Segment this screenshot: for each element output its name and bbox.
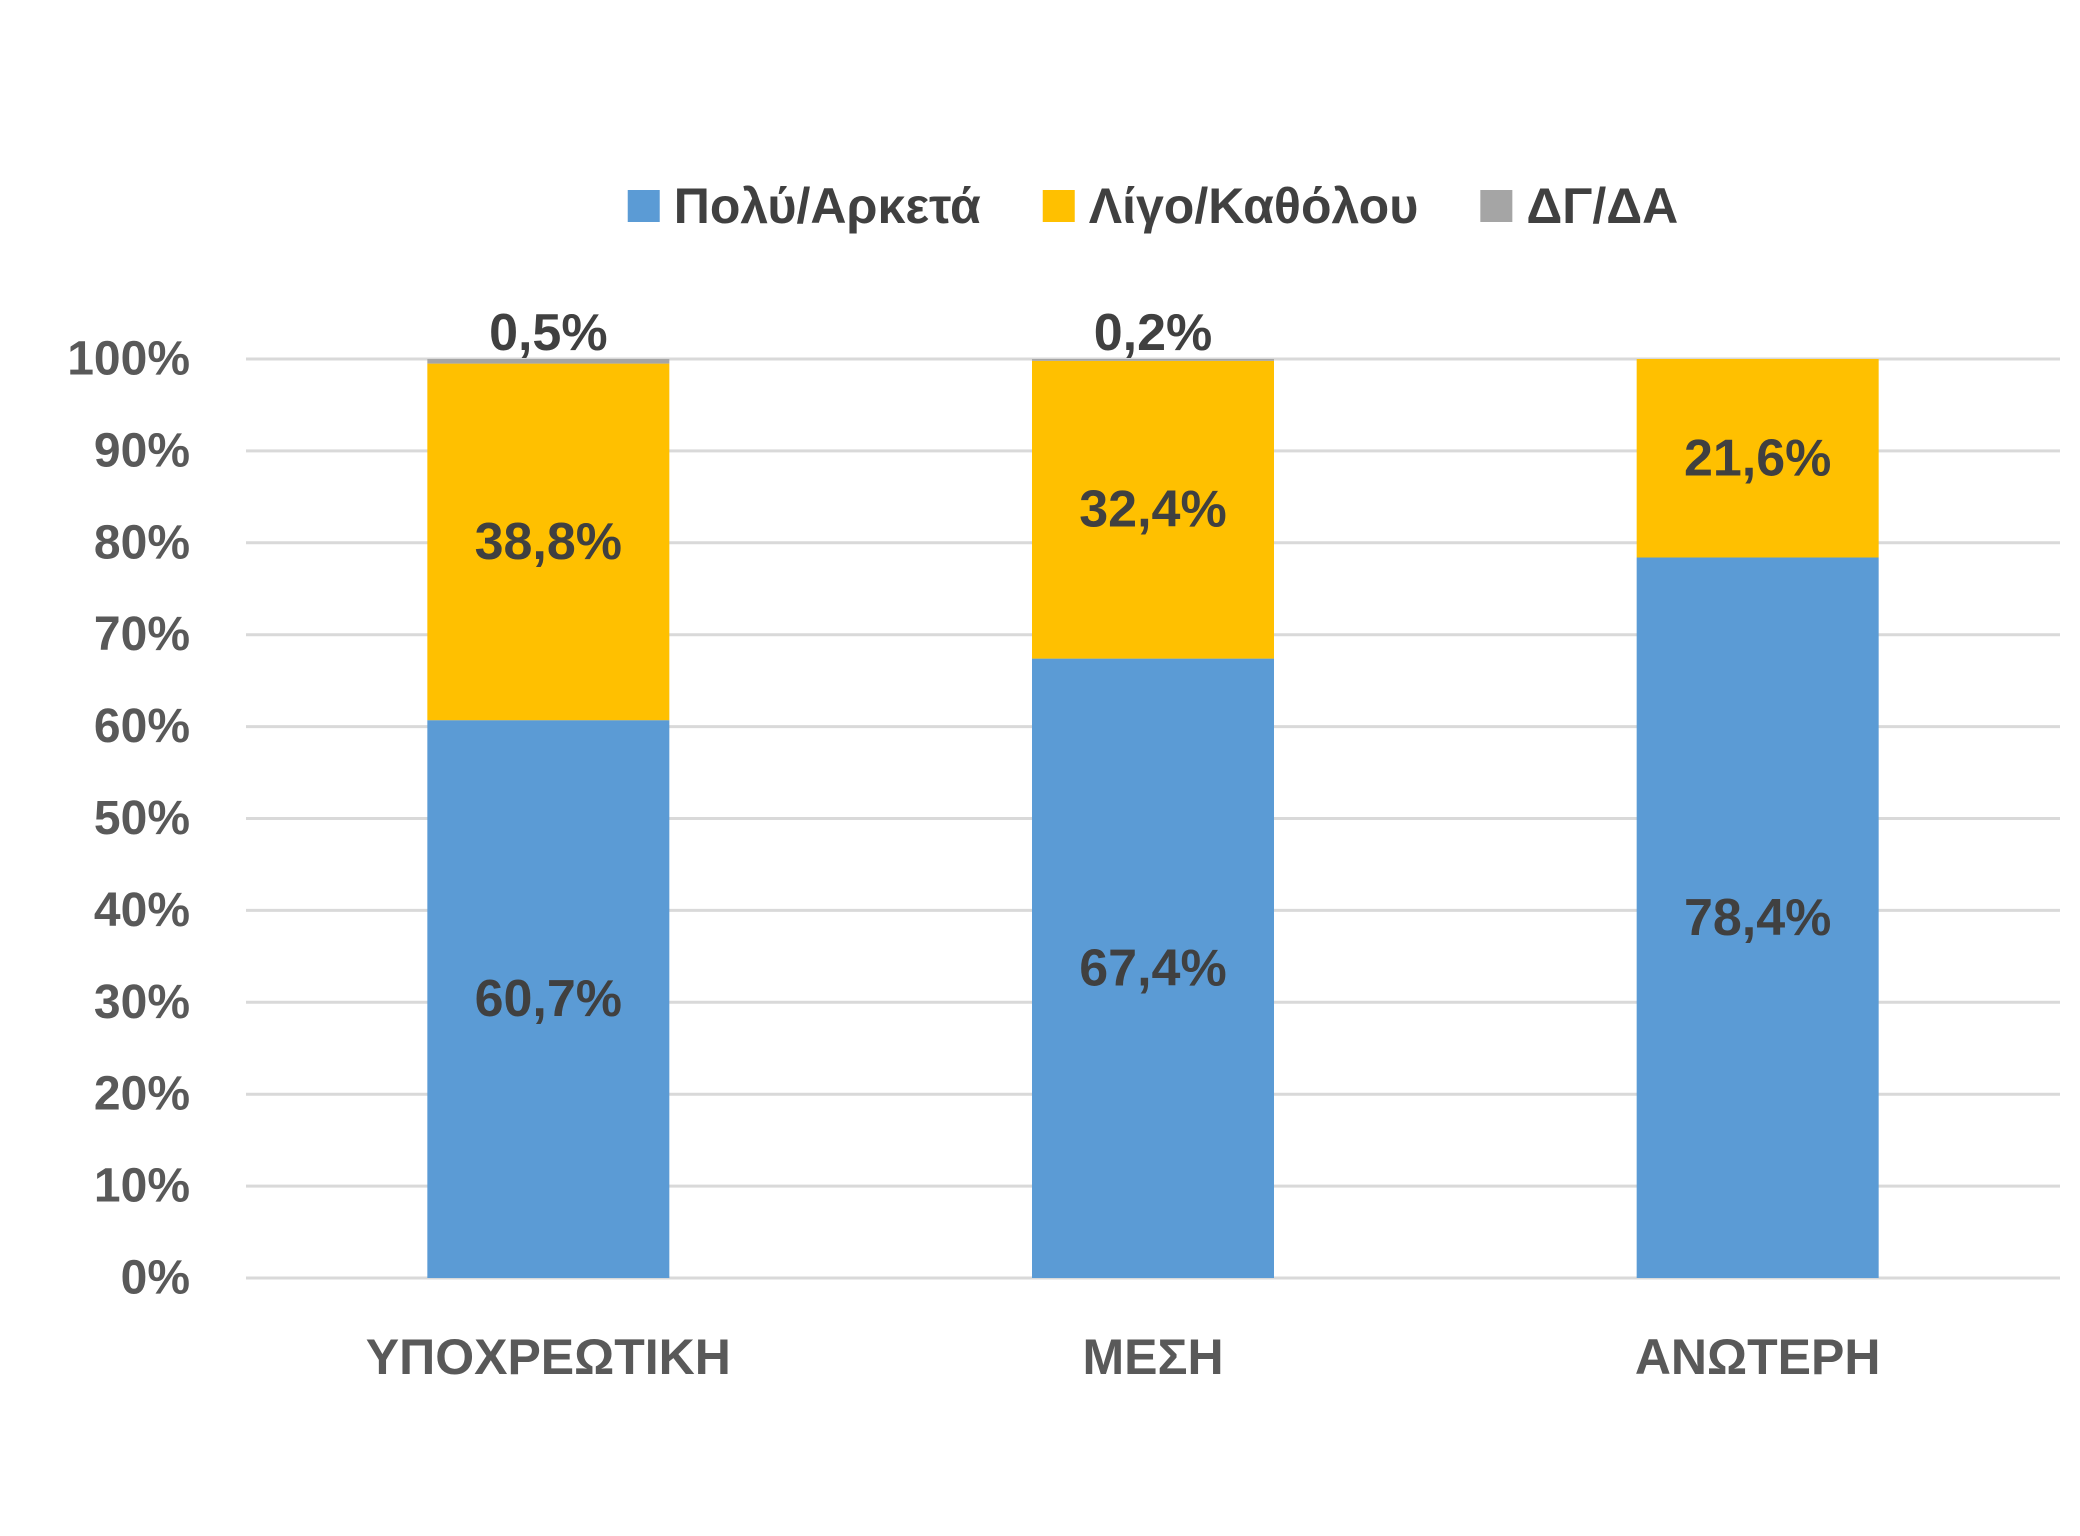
legend-swatch-λίγο-καθόλου (1042, 190, 1075, 222)
axes: 0% 10% 20% 30% 40% 50% 60% 70% 80% 90% 100% ΥΠΟΧΡΕΩ… (67, 333, 1880, 1386)
x-category-label: ΜΕΣΗ (1082, 1329, 1223, 1385)
y-tick-label: 80% (94, 516, 190, 569)
data-label: 78,4% (1684, 889, 1831, 947)
bar-segment-λίγο-καθόλου (1636, 359, 1879, 558)
data-label: 60,7% (475, 970, 622, 1028)
data-labels: 60,7% 38,8% 0,5% 67,4% 32,4% 0,2% 78,4% 21,6% (475, 304, 1832, 1028)
x-category-label: ΥΠΟΧΡΕΩΤΙΚΗ (366, 1329, 731, 1385)
legend-label: Λίγο/Καθόλου (1089, 178, 1419, 234)
y-tick-label: 40% (94, 884, 190, 937)
data-label: 32,4% (1079, 481, 1226, 539)
legend: Πολύ/Αρκετά Λίγο/Καθόλου ΔΓ/ΔΑ (627, 178, 1678, 234)
bar-segment-λίγο-καθόλου (427, 363, 670, 721)
legend-label: Πολύ/Αρκετά (674, 178, 981, 234)
y-tick-label: 90% (94, 424, 190, 477)
bar-segment-λίγο-καθόλου (1032, 360, 1274, 659)
bar-segment-δγ-δα (1032, 359, 1274, 361)
data-label: 0,5% (489, 304, 608, 362)
y-tick-label: 100% (67, 333, 190, 386)
y-tick-label: 70% (94, 608, 190, 661)
y-tick-label: 60% (94, 700, 190, 753)
bar-segment-πολύ-αρκετά (1636, 557, 1879, 1278)
bar-segment-πολύ-αρκετά (1032, 658, 1274, 1278)
bar-segment-πολύ-αρκετά (427, 720, 670, 1278)
bar-segment-δγ-δα (427, 359, 670, 364)
legend-label: ΔΓ/ΔΑ (1526, 178, 1678, 234)
data-label: 0,2% (1094, 304, 1213, 362)
y-tick-label: 10% (94, 1160, 190, 1213)
data-label: 21,6% (1684, 429, 1831, 487)
data-label: 38,8% (475, 513, 622, 571)
x-category-label: ΑΝΩΤΕΡΗ (1635, 1329, 1881, 1385)
y-tick-label: 30% (94, 976, 190, 1029)
legend-swatch-δγ-δα (1480, 190, 1513, 222)
y-tick-label: 50% (94, 792, 190, 845)
legend-swatch-πολύ-αρκετά (627, 190, 660, 222)
data-label: 67,4% (1079, 939, 1226, 997)
bars (427, 359, 1879, 1278)
y-tick-label: 20% (94, 1068, 190, 1121)
y-tick-label: 0% (121, 1252, 190, 1305)
